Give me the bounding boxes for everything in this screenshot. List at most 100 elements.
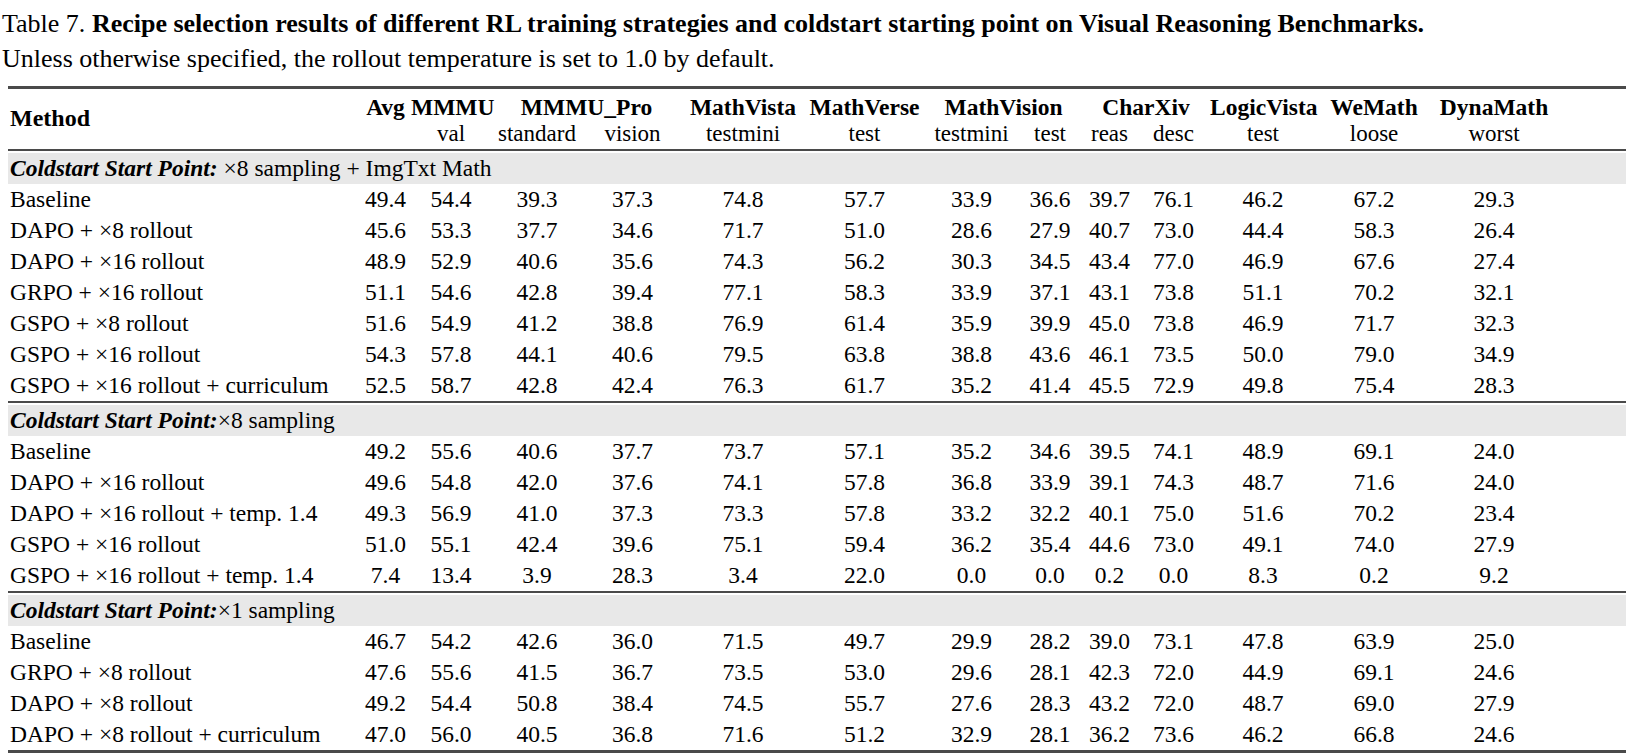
cell-value: 51.6 xyxy=(360,308,411,339)
cell-value: 48.9 xyxy=(1210,436,1316,467)
spacer-cell xyxy=(1556,657,1626,688)
cell-value: 58.3 xyxy=(1316,215,1432,246)
cell-value: 51.6 xyxy=(1210,498,1316,529)
col-group-mathvista: MathVista xyxy=(682,87,804,121)
cell-value: 26.4 xyxy=(1432,215,1556,246)
cell-value: 51.0 xyxy=(360,529,411,560)
spacer-cell xyxy=(1556,626,1626,657)
col-group-logicvista: LogicVista xyxy=(1210,87,1316,121)
table-row: DAPO + ×16 rollout + temp. 1.449.356.941… xyxy=(8,498,1626,529)
cell-value: 28.3 xyxy=(583,560,682,592)
cell-value: 50.0 xyxy=(1210,339,1316,370)
cell-value: 67.6 xyxy=(1316,246,1432,277)
cell-value: 73.8 xyxy=(1137,277,1210,308)
row-method: GSPO + ×16 rollout xyxy=(8,529,360,560)
row-method: GSPO + ×16 rollout xyxy=(8,339,360,370)
cell-value: 73.5 xyxy=(1137,339,1210,370)
cell-value: 39.3 xyxy=(491,184,583,215)
cell-value: 71.6 xyxy=(682,719,804,752)
cell-value: 29.6 xyxy=(925,657,1018,688)
cell-value: 32.2 xyxy=(1018,498,1082,529)
cell-value: 40.6 xyxy=(491,436,583,467)
cell-value: 35.6 xyxy=(583,246,682,277)
cell-value: 73.0 xyxy=(1137,215,1210,246)
row-method: GSPO + ×16 rollout + curriculum xyxy=(8,370,360,402)
section-header-label: Coldstart Start Point: xyxy=(10,155,218,181)
cell-value: 73.7 xyxy=(682,436,804,467)
cell-value: 46.9 xyxy=(1210,308,1316,339)
col-group-mathvision: MathVision xyxy=(925,87,1082,121)
cell-value: 37.7 xyxy=(583,436,682,467)
cell-value: 76.3 xyxy=(682,370,804,402)
cell-value: 73.0 xyxy=(1137,529,1210,560)
spacer-cell xyxy=(1556,184,1626,215)
cell-value: 56.0 xyxy=(411,719,491,752)
cell-value: 44.9 xyxy=(1210,657,1316,688)
section-header-detail: ×1 sampling xyxy=(218,597,335,623)
cell-value: 49.2 xyxy=(360,688,411,719)
cell-value: 73.5 xyxy=(682,657,804,688)
cell-value: 77.1 xyxy=(682,277,804,308)
cell-value: 36.6 xyxy=(1018,184,1082,215)
cell-value: 34.6 xyxy=(1018,436,1082,467)
section-header-row: Coldstart Start Point:×1 sampling xyxy=(8,592,1626,626)
cell-value: 49.1 xyxy=(1210,529,1316,560)
cell-value: 47.8 xyxy=(1210,626,1316,657)
caption-title: Recipe selection results of different RL… xyxy=(92,9,1424,38)
section-header-label: Coldstart Start Point: xyxy=(10,597,218,623)
row-method: GSPO + ×16 rollout + temp. 1.4 xyxy=(8,560,360,592)
cell-value: 53.3 xyxy=(411,215,491,246)
table-row: GSPO + ×16 rollout + temp. 1.47.413.43.9… xyxy=(8,560,1626,592)
cell-value: 57.7 xyxy=(804,184,925,215)
cell-value: 40.7 xyxy=(1082,215,1137,246)
cell-value: 54.8 xyxy=(411,467,491,498)
cell-value: 51.2 xyxy=(804,719,925,752)
cell-value: 42.0 xyxy=(491,467,583,498)
cell-value: 9.2 xyxy=(1432,560,1556,592)
cell-value: 3.9 xyxy=(491,560,583,592)
cell-value: 49.4 xyxy=(360,184,411,215)
cell-value: 39.6 xyxy=(583,529,682,560)
cell-value: 71.6 xyxy=(1316,467,1432,498)
cell-value: 38.8 xyxy=(925,339,1018,370)
section-header-row: Coldstart Start Point:×8 sampling xyxy=(8,402,1626,436)
spacer-cell xyxy=(1556,436,1626,467)
cell-value: 28.2 xyxy=(1018,626,1082,657)
caption-line-1: Table 7. Recipe selection results of dif… xyxy=(2,6,1634,41)
cell-value: 0.2 xyxy=(1316,560,1432,592)
row-method: DAPO + ×8 rollout + curriculum xyxy=(8,719,360,752)
table-header: MethodAvgMMMUMMMU_ProMathVistaMathVerseM… xyxy=(8,87,1626,150)
spacer-cell xyxy=(1556,277,1626,308)
section-header-cell: Coldstart Start Point:×8 sampling xyxy=(8,402,1626,436)
table-caption: Table 7. Recipe selection results of dif… xyxy=(0,6,1638,77)
cell-value: 42.6 xyxy=(491,626,583,657)
paper-table-page: Table 7. Recipe selection results of dif… xyxy=(0,0,1638,754)
cell-value: 42.4 xyxy=(491,529,583,560)
cell-value: 28.3 xyxy=(1432,370,1556,402)
cell-value: 73.3 xyxy=(682,498,804,529)
cell-value: 51.1 xyxy=(360,277,411,308)
row-method: GSPO + ×8 rollout xyxy=(8,308,360,339)
cell-value: 75.4 xyxy=(1316,370,1432,402)
cell-value: 74.3 xyxy=(1137,467,1210,498)
cell-value: 33.9 xyxy=(925,184,1018,215)
col-sub-mathvision-testmini: testmini xyxy=(925,121,1018,150)
col-sub-charxiv-desc: desc xyxy=(1137,121,1210,150)
cell-value: 49.3 xyxy=(360,498,411,529)
cell-value: 7.4 xyxy=(360,560,411,592)
cell-value: 38.4 xyxy=(583,688,682,719)
cell-value: 40.1 xyxy=(1082,498,1137,529)
cell-value: 55.6 xyxy=(411,436,491,467)
cell-value: 42.8 xyxy=(491,370,583,402)
cell-value: 34.5 xyxy=(1018,246,1082,277)
row-method: Baseline xyxy=(8,626,360,657)
table-row: DAPO + ×8 rollout45.653.337.734.671.751.… xyxy=(8,215,1626,246)
cell-value: 72.0 xyxy=(1137,688,1210,719)
cell-value: 74.1 xyxy=(682,467,804,498)
cell-value: 54.4 xyxy=(411,184,491,215)
col-sub-dynamath-worst: worst xyxy=(1432,121,1556,150)
table-row: GSPO + ×16 rollout + curriculum52.558.74… xyxy=(8,370,1626,402)
spacer-cell xyxy=(1556,529,1626,560)
table-row: DAPO + ×8 rollout + curriculum47.056.040… xyxy=(8,719,1626,752)
cell-value: 44.6 xyxy=(1082,529,1137,560)
